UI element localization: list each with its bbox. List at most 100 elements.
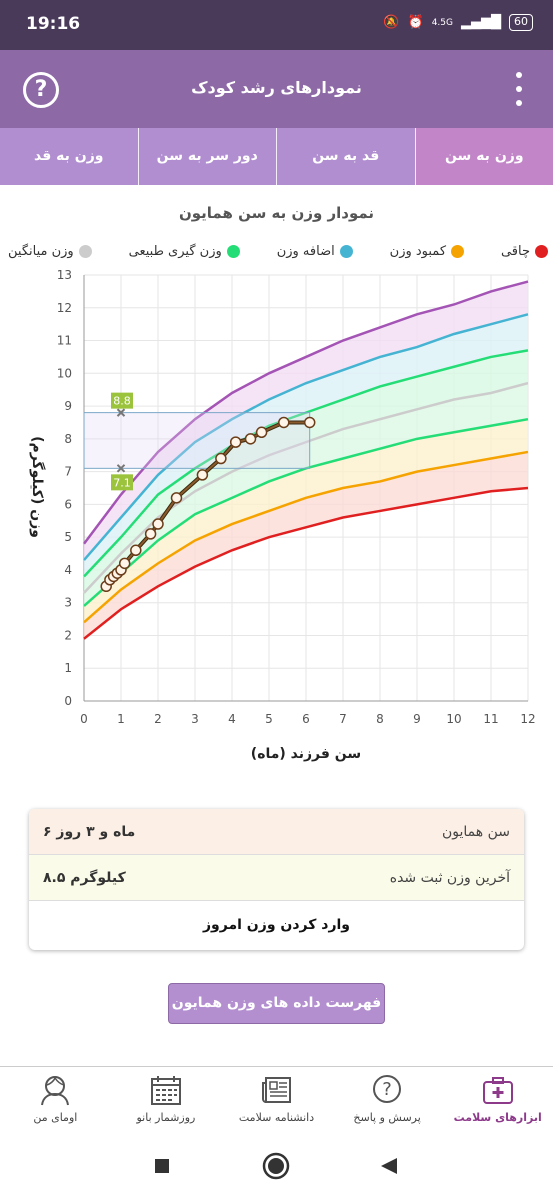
- y-tick-label: 12: [57, 301, 72, 315]
- x-tick-label: 4: [228, 712, 236, 726]
- info-card: سن همایون ۶ ماه و ۳ روز آخرین وزن ثبت شد…: [29, 809, 524, 950]
- child-point: [216, 454, 226, 464]
- x-tick-label: 12: [520, 712, 535, 726]
- legend-label: وزن گیری طبیعی: [129, 244, 222, 259]
- x-tick-label: 1: [117, 712, 125, 726]
- legend-dot: [227, 245, 240, 258]
- nav-my-profile[interactable]: اومای من: [0, 1067, 111, 1134]
- legend-item[interactable]: وزن گیری طبیعی: [129, 244, 240, 259]
- tab-height-for-age[interactable]: قد به سن: [276, 128, 415, 185]
- age-row: سن همایون ۶ ماه و ۳ روز: [29, 809, 524, 855]
- legend-label: اضافه وزن: [277, 244, 335, 259]
- y-tick-label: 8: [64, 432, 72, 446]
- nav-qa[interactable]: ? پرسش و پاسخ: [332, 1067, 443, 1134]
- system-nav-icons: [0, 1134, 553, 1200]
- nav-label: اومای من: [33, 1111, 77, 1124]
- y-tick-label: 4: [64, 563, 72, 577]
- legend-item[interactable]: اضافه وزن: [277, 244, 353, 259]
- enter-weight-button[interactable]: وارد کردن وزن امروز: [29, 901, 524, 950]
- legend-dot: [340, 245, 353, 258]
- y-tick-label: 2: [64, 628, 72, 642]
- tab-weight-for-height[interactable]: وزن به قد: [0, 128, 138, 185]
- weight-label: آخرین وزن ثبت شده: [390, 870, 510, 886]
- calendar-icon: [149, 1073, 183, 1107]
- nav-calendar[interactable]: روزشمار بانو: [111, 1067, 222, 1134]
- x-tick-label: 10: [446, 712, 461, 726]
- y-tick-label: 1: [64, 661, 72, 675]
- x-tick-label: 9: [413, 712, 421, 726]
- bottom-nav: ابزارهای سلامت ? پرسش و پاسخ دانشنامه سل…: [0, 1066, 553, 1134]
- nav-label: روزشمار بانو: [137, 1111, 196, 1124]
- page-title: نمودارهای رشد کودک: [0, 78, 553, 97]
- y-tick-label: 6: [64, 497, 72, 511]
- child-point: [146, 529, 156, 539]
- battery-icon: 60: [509, 14, 533, 31]
- y-tick-label: 5: [64, 530, 72, 544]
- range-label: 8.8: [113, 395, 131, 408]
- tab-head-for-age[interactable]: دور سر به سن: [138, 128, 277, 185]
- legend-label: کمبود وزن: [390, 244, 446, 259]
- svg-text:?: ?: [382, 1079, 392, 1100]
- newspaper-icon: [260, 1073, 294, 1107]
- legend-item[interactable]: وزن میانگین: [8, 244, 92, 259]
- y-tick-label: 10: [57, 366, 72, 380]
- x-tick-label: 6: [302, 712, 310, 726]
- y-tick-label: 11: [57, 334, 72, 348]
- user-avatar-icon: [38, 1073, 72, 1107]
- x-tick-label: 8: [376, 712, 384, 726]
- mute-icon: 🔕: [383, 15, 399, 30]
- legend-dot: [535, 245, 548, 258]
- y-tick-label: 0: [64, 694, 72, 708]
- status-icons: 🔕 ⏰ 4.5G ▂▄▆█ 60: [383, 14, 533, 31]
- child-point: [279, 417, 289, 427]
- health-kit-icon: [481, 1073, 515, 1107]
- y-tick-label: 3: [64, 596, 72, 610]
- weight-value: ۸.۵ کیلوگرم: [43, 870, 126, 886]
- weight-list-button[interactable]: فهرست داده های وزن همایون: [168, 983, 385, 1024]
- child-point: [153, 519, 163, 529]
- tab-weight-for-age[interactable]: وزن به سن: [415, 128, 553, 185]
- chart-legend: چاقی کمبود وزن اضافه وزن وزن گیری طبیعی …: [8, 244, 548, 259]
- network-label: 4.5G: [432, 18, 453, 28]
- system-nav-bar: [0, 1134, 553, 1200]
- legend-label: وزن میانگین: [8, 244, 74, 259]
- nav-encyclopedia[interactable]: دانشنامه سلامت: [221, 1067, 332, 1134]
- child-point: [257, 427, 267, 437]
- nav-label: ابزارهای سلامت: [454, 1111, 542, 1124]
- status-time: 19:16: [26, 14, 80, 34]
- x-axis-label: سن فرزند (ماه): [251, 746, 361, 762]
- x-tick-label: 7: [339, 712, 347, 726]
- child-point: [120, 558, 130, 568]
- y-axis-label: وزن (کیلوگرم): [29, 436, 46, 538]
- chart-title: نمودار وزن به سن همایون: [0, 204, 553, 222]
- x-tick-label: 5: [265, 712, 273, 726]
- chart-tabs: وزن به سن قد به سن دور سر به سن وزن به ق…: [0, 128, 553, 185]
- more-vert-icon[interactable]: [515, 72, 523, 106]
- legend-item[interactable]: کمبود وزن: [390, 244, 464, 259]
- question-bubble-icon: ?: [370, 1073, 404, 1107]
- legend-item[interactable]: چاقی: [501, 244, 548, 259]
- child-point: [131, 545, 141, 555]
- weight-row: آخرین وزن ثبت شده ۸.۵ کیلوگرم: [29, 855, 524, 901]
- x-tick-label: 3: [191, 712, 199, 726]
- recents-icon[interactable]: [155, 1159, 169, 1173]
- child-point: [197, 470, 207, 480]
- status-bar: 19:16 🔕 ⏰ 4.5G ▂▄▆█ 60: [0, 0, 553, 50]
- back-icon[interactable]: [381, 1158, 397, 1174]
- x-tick-label: 0: [80, 712, 88, 726]
- app-bar: ? نمودارهای رشد کودک: [0, 50, 553, 128]
- signal-icon: ▂▄▆█: [461, 15, 501, 30]
- child-point: [305, 417, 315, 427]
- x-tick-label: 11: [483, 712, 498, 726]
- nav-label: پرسش و پاسخ: [353, 1111, 420, 1124]
- legend-dot: [451, 245, 464, 258]
- nav-health-tools[interactable]: ابزارهای سلامت: [442, 1067, 553, 1134]
- home-icon[interactable]: [264, 1154, 288, 1178]
- legend-dot: [79, 245, 92, 258]
- age-label: سن همایون: [442, 824, 510, 840]
- range-label: 7.1: [113, 476, 131, 489]
- age-value: ۶ ماه و ۳ روز: [43, 824, 135, 840]
- x-tick-label: 2: [154, 712, 162, 726]
- y-tick-label: 7: [64, 465, 72, 479]
